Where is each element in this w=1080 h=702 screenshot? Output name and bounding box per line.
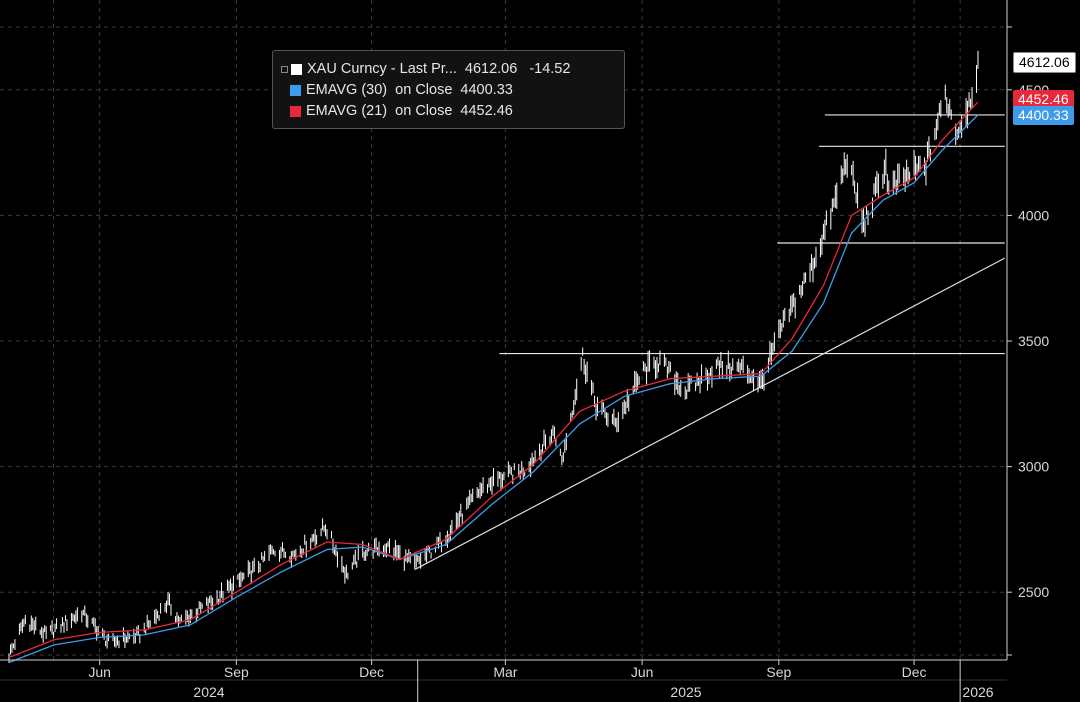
legend-value-ema21: 4452.46 — [460, 103, 513, 119]
axes: 25003000350040004500JunSepDecMarJunSepDe… — [0, 0, 1049, 702]
legend-row-price[interactable]: XAU Curncy - Last Pr... 4612.06 -14.52 — [281, 59, 570, 79]
year-label: 2025 — [670, 684, 701, 700]
legend-label-price: XAU Curncy - Last Pr... — [307, 61, 457, 77]
y-tick-label: 2500 — [1018, 584, 1049, 600]
y-tick-label: 3000 — [1018, 459, 1049, 475]
ema21-line — [8, 101, 979, 659]
price-bars — [8, 50, 979, 664]
legend-label-ema30: EMAVG (30) on Close — [306, 82, 453, 98]
legend-value-price: 4612.06 — [464, 61, 518, 77]
x-tick-label: Dec — [359, 664, 384, 680]
year-label: 2024 — [193, 684, 224, 700]
x-tick-label: Sep — [766, 664, 791, 680]
legend-label-ema21: EMAVG (21) on Close — [306, 103, 453, 119]
legend-swatch-ema21 — [290, 105, 301, 117]
ema30-line — [8, 114, 979, 664]
legend-row-ema30[interactable]: EMAVG (30) on Close 4400.33 — [290, 80, 513, 100]
x-tick-label: Mar — [493, 664, 517, 680]
price-tag: 4612.06 — [1013, 52, 1076, 73]
ema30-tag: 4400.33 — [1013, 106, 1074, 125]
y-tick-label: 4000 — [1018, 207, 1049, 223]
x-tick-label: Sep — [224, 664, 249, 680]
series-lines — [8, 50, 979, 664]
legend-row-ema21[interactable]: EMAVG (21) on Close 4452.46 — [290, 101, 513, 121]
legend-value-ema30: 4400.33 — [460, 82, 513, 98]
x-tick-label: Jun — [631, 664, 654, 680]
legend-swatch-price — [291, 63, 302, 75]
x-tick-label: Dec — [902, 664, 927, 680]
legend-handle-icon — [281, 65, 288, 73]
trend-line — [414, 257, 1006, 571]
legend-change-price: -14.52 — [529, 61, 571, 77]
y-tick-label: 3500 — [1018, 333, 1049, 349]
year-label: 2026 — [962, 684, 993, 700]
annotation-lines — [414, 114, 1006, 571]
ema21-tag: 4452.46 — [1013, 90, 1074, 109]
x-tick-label: Jun — [88, 664, 111, 680]
chart-legend[interactable]: XAU Curncy - Last Pr... 4612.06 -14.52 E… — [272, 50, 625, 129]
legend-swatch-ema30 — [290, 84, 301, 96]
